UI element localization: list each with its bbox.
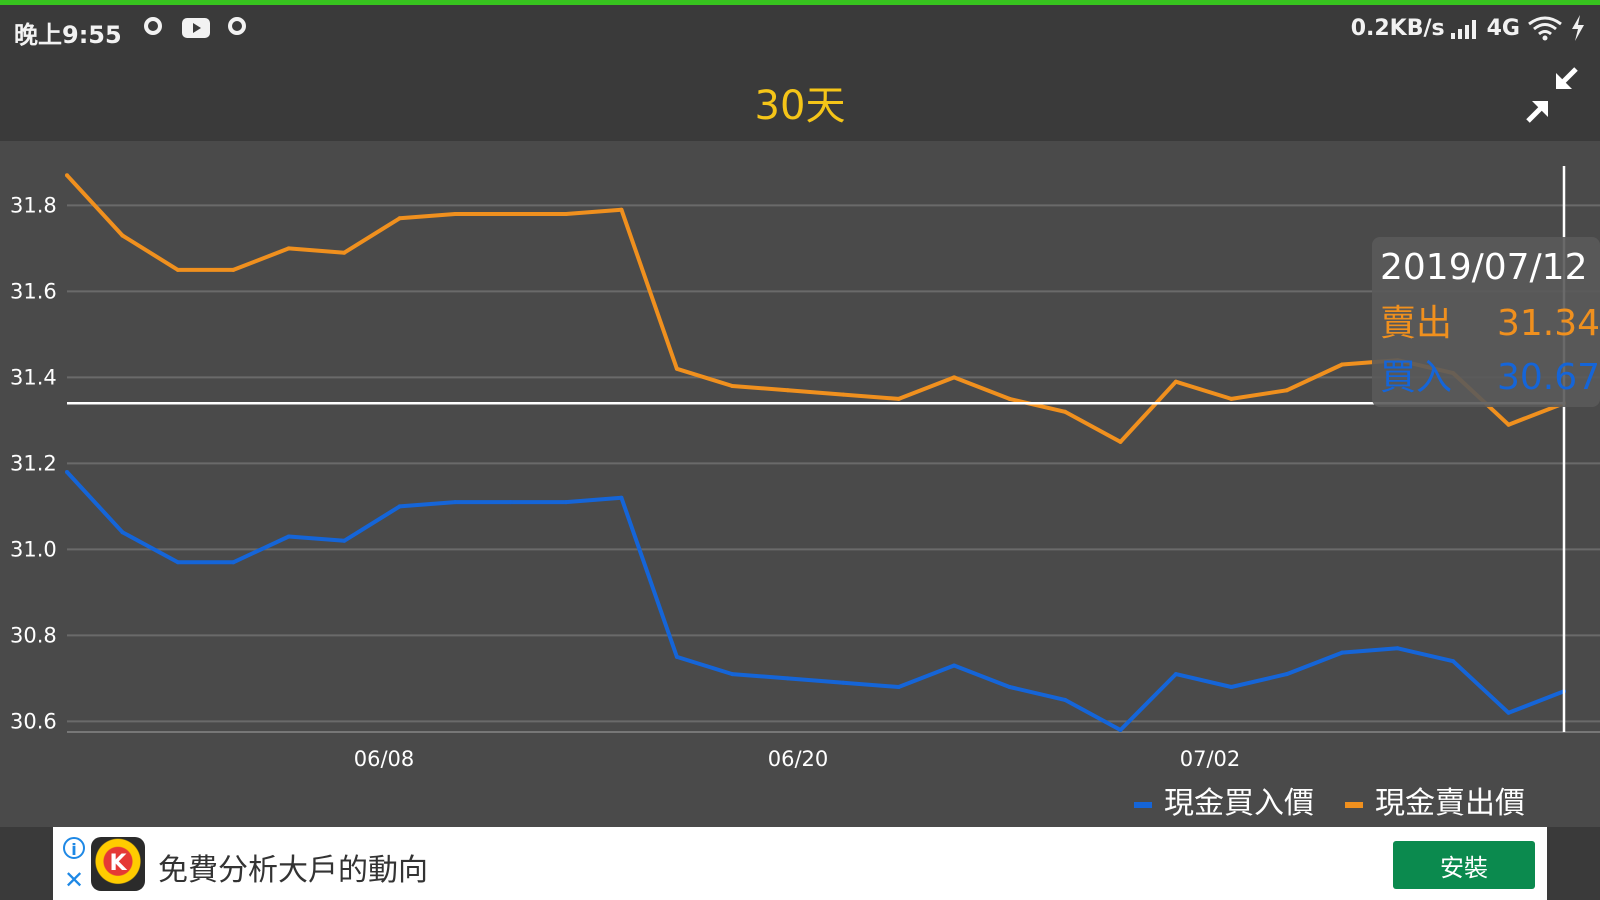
y-tick-label: 30.6 [10, 709, 57, 733]
data-point[interactable] [619, 495, 624, 500]
data-point[interactable] [1007, 396, 1012, 401]
data-point[interactable] [1284, 672, 1289, 677]
data-point[interactable] [730, 672, 735, 677]
data-point[interactable] [286, 534, 291, 539]
page-title: 30天 [754, 83, 846, 129]
data-point[interactable] [896, 396, 901, 401]
tooltip-box [1372, 237, 1600, 407]
y-tick-label: 31.2 [10, 451, 57, 475]
data-point[interactable] [1063, 697, 1067, 702]
data-point[interactable] [1506, 710, 1511, 715]
data-point[interactable] [619, 207, 624, 212]
ad-banner[interactable]: i ✕ K 免費分析大戶的動向 安裝 [53, 827, 1547, 900]
data-point[interactable] [841, 392, 846, 397]
data-point[interactable] [1229, 396, 1234, 401]
status-bar: 晚上9:55 0.2KB/s 4G [0, 5, 1600, 57]
status-time: 晚上9:55 [14, 21, 122, 49]
network-type: 4G [1486, 15, 1520, 41]
legend-sell-swatch [1345, 802, 1363, 808]
data-point[interactable] [453, 500, 458, 505]
data-point[interactable] [952, 375, 957, 380]
data-point[interactable] [1173, 672, 1178, 677]
y-tick-label: 30.8 [10, 623, 57, 647]
data-point[interactable] [1284, 388, 1289, 393]
buy-price-line[interactable] [65, 470, 1565, 732]
x-tick-label: 06/20 [768, 747, 829, 771]
data-point[interactable] [231, 560, 236, 565]
data-point[interactable] [730, 384, 735, 388]
data-point[interactable] [1063, 409, 1067, 414]
data-point[interactable] [1173, 379, 1178, 384]
y-tick-label: 31.6 [10, 279, 57, 303]
data-point[interactable] [508, 500, 513, 505]
data-point[interactable] [841, 680, 846, 685]
tooltip-sell-value: 31.34 [1497, 303, 1600, 344]
y-tick-label: 31.0 [10, 537, 57, 561]
wifi-icon [1528, 16, 1562, 41]
data-point[interactable] [896, 685, 901, 689]
x-tick-label: 06/08 [354, 747, 415, 771]
status-right-group: 0.2KB/s 4G [1351, 15, 1586, 41]
data-point[interactable] [453, 212, 458, 216]
data-point[interactable] [1118, 439, 1123, 444]
data-point[interactable] [1340, 650, 1345, 655]
data-point[interactable] [674, 366, 679, 371]
charging-icon [1572, 15, 1584, 41]
expand-arrows-icon[interactable] [1524, 63, 1580, 127]
info-icon[interactable]: i [63, 837, 85, 859]
y-tick-label: 31.8 [10, 193, 57, 217]
data-point[interactable] [231, 267, 236, 272]
install-button[interactable]: 安裝 [1393, 841, 1535, 889]
data-point[interactable] [342, 538, 347, 543]
app-header: 30天 [0, 57, 1600, 141]
legend-sell-label: 現金賣出價 [1375, 786, 1525, 821]
tooltip-date: 2019/07/12 [1380, 247, 1588, 288]
top-accent-line [0, 0, 1600, 5]
data-point[interactable] [342, 250, 347, 255]
data-point[interactable] [952, 663, 957, 668]
x-tick-label: 07/02 [1180, 747, 1241, 771]
data-point[interactable] [564, 500, 568, 505]
tooltip-buy-label: 買入 [1380, 357, 1452, 398]
data-point[interactable] [286, 246, 291, 251]
price-line-chart[interactable]: 31.8 31.6 31.4 31.2 31.0 30.8 30.6 06/08 06/20 07… [0, 141, 1600, 827]
circle-icon [228, 17, 246, 35]
ad-text[interactable]: 免費分析大戶的動向 [158, 853, 428, 888]
data-point[interactable] [65, 470, 69, 474]
data-point[interactable] [397, 216, 402, 221]
legend-buy-label: 現金買入價 [1164, 786, 1314, 821]
data-point[interactable] [564, 212, 568, 216]
data-point[interactable] [1118, 728, 1123, 732]
circle-icon [144, 17, 162, 35]
chart-area[interactable]: 31.8 31.6 31.4 31.2 31.0 30.8 30.6 06/08 06/20 07… [0, 141, 1600, 827]
legend-buy-swatch [1134, 802, 1152, 808]
data-point[interactable] [397, 504, 402, 509]
signal-icon [1450, 20, 1476, 39]
sell-price-line[interactable] [65, 173, 1565, 444]
data-point[interactable] [785, 676, 790, 681]
data-point[interactable] [1229, 685, 1234, 689]
data-point[interactable] [120, 233, 125, 238]
tooltip-buy-value: 30.67 [1497, 357, 1600, 398]
data-point[interactable] [65, 173, 69, 178]
data-point[interactable] [1506, 422, 1511, 427]
y-tick-label: 31.4 [10, 365, 57, 389]
data-point[interactable] [175, 267, 180, 272]
data-point[interactable] [1007, 685, 1012, 689]
ad-logo-letter: K [109, 851, 127, 876]
data-point[interactable] [674, 654, 679, 659]
data-point[interactable] [1451, 659, 1456, 664]
data-point[interactable] [508, 212, 513, 216]
data-point[interactable] [120, 530, 125, 535]
net-speed: 0.2KB/s [1350, 15, 1445, 41]
tooltip-sell-label: 賣出 [1380, 303, 1452, 344]
youtube-icon [182, 18, 210, 38]
data-point[interactable] [1340, 362, 1345, 367]
data-point[interactable] [785, 388, 790, 393]
close-icon[interactable]: ✕ [63, 866, 85, 894]
data-point[interactable] [1395, 646, 1400, 651]
ad-app-logo[interactable]: K [91, 837, 145, 891]
data-point[interactable] [175, 560, 180, 565]
